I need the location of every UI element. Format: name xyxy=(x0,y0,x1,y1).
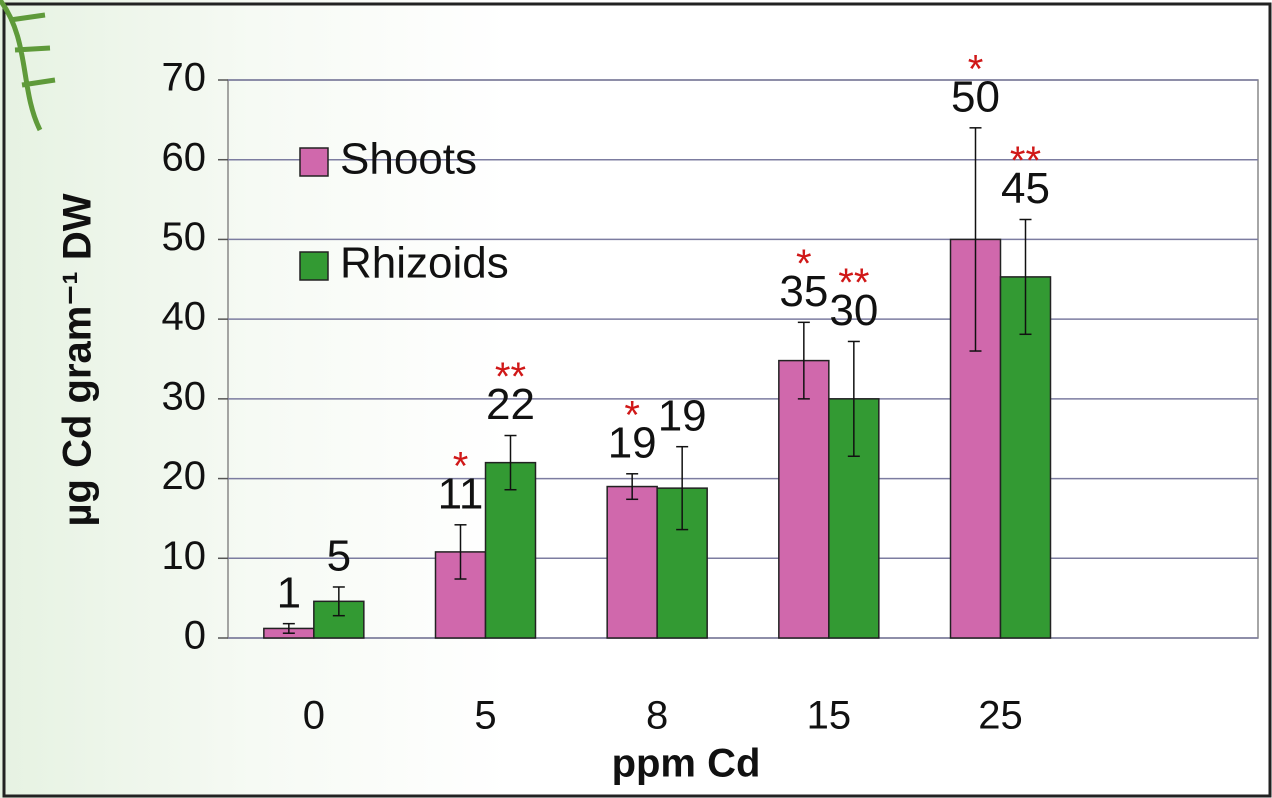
x-tick-label: 5 xyxy=(474,694,496,738)
value-label: 50 xyxy=(951,72,1000,121)
x-tick-label: 15 xyxy=(807,694,852,738)
value-label: 35 xyxy=(779,267,828,316)
error-bar xyxy=(626,473,639,501)
error-bar xyxy=(847,340,860,458)
y-axis-label: µg Cd gram⁻¹ DW xyxy=(56,193,100,526)
significance-mark: ** xyxy=(838,261,869,305)
y-tick-label: 50 xyxy=(162,215,207,259)
value-label: 11 xyxy=(438,469,484,518)
value-label: 19 xyxy=(658,391,707,440)
error-bar xyxy=(332,586,345,617)
bar xyxy=(778,359,830,639)
x-tick-label: 0 xyxy=(303,694,325,738)
error-bar xyxy=(797,321,810,400)
bar xyxy=(606,485,658,639)
y-tick-label: 40 xyxy=(162,295,207,339)
y-tick-label: 10 xyxy=(162,534,207,578)
bar xyxy=(434,551,487,639)
significance-mark: ** xyxy=(1010,139,1041,183)
error-bar xyxy=(454,524,467,580)
value-label: 45 xyxy=(1001,164,1050,213)
error-bar xyxy=(282,622,295,634)
y-tick-label: 20 xyxy=(162,454,207,498)
bar xyxy=(999,276,1052,639)
y-tick-label: 30 xyxy=(162,374,207,418)
x-tick-label: 8 xyxy=(646,694,668,738)
y-tick-label: 70 xyxy=(162,56,207,100)
legend-label: Shoots xyxy=(340,135,477,184)
legend-label: Rhizoids xyxy=(340,239,509,288)
value-label: 5 xyxy=(327,532,351,581)
significance-mark: ** xyxy=(495,355,526,399)
significance-mark: * xyxy=(968,47,984,91)
y-tick-label: 60 xyxy=(162,135,207,179)
significance-mark: * xyxy=(796,242,812,286)
value-label: 1 xyxy=(277,568,301,617)
value-label: 22 xyxy=(486,380,535,429)
y-tick-label: 0 xyxy=(184,614,206,658)
x-axis-label: ppm Cd xyxy=(612,742,761,786)
error-bar xyxy=(1019,218,1032,336)
error-bar xyxy=(969,127,982,352)
x-tick-label: 25 xyxy=(978,694,1023,738)
significance-mark: * xyxy=(453,444,469,488)
value-label: 19 xyxy=(608,418,657,467)
significance-mark: * xyxy=(624,393,640,437)
legend-swatch xyxy=(299,251,329,281)
value-label: 30 xyxy=(829,286,878,335)
leaf-decoration xyxy=(0,0,56,132)
error-bar xyxy=(504,434,517,491)
legend-swatch xyxy=(299,147,329,177)
error-bar xyxy=(676,445,689,531)
